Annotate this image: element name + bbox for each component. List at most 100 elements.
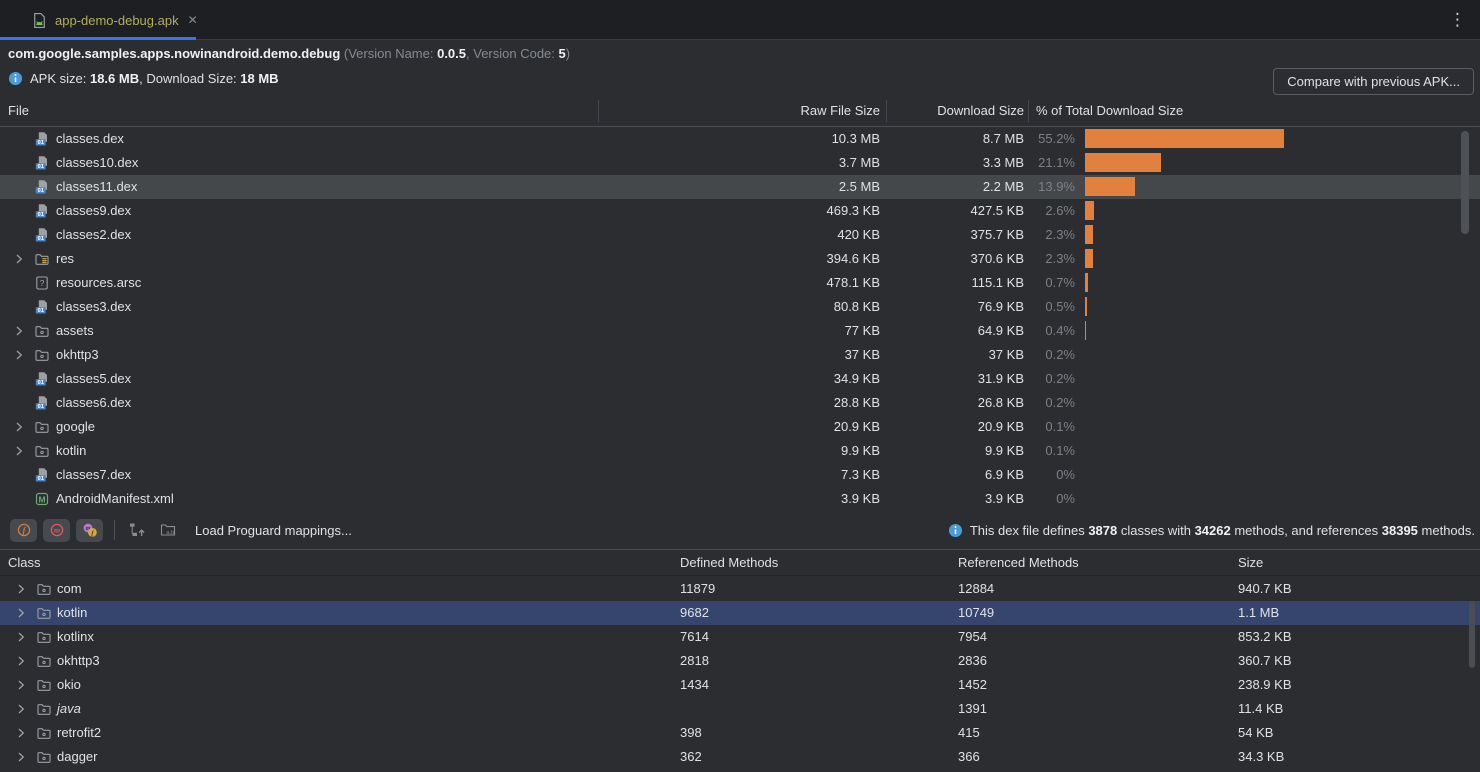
- raw-file-size-value: 80.8 KB: [833, 299, 880, 314]
- class-row-com[interactable]: com 11879 12884 940.7 KB: [0, 577, 1480, 601]
- defined-methods-value: 398: [680, 725, 702, 740]
- file-row-classes2.dex[interactable]: 01 classes2.dex 420 KB 375.7 KB 2.3%: [0, 223, 1480, 247]
- file-row-classes5.dex[interactable]: 01 classes5.dex 34.9 KB 31.9 KB 0.2%: [0, 367, 1480, 391]
- package-folder-icon: [36, 653, 52, 669]
- download-size-value: 20.9 KB: [977, 419, 1024, 434]
- size-value: 238.9 KB: [1238, 677, 1292, 692]
- file-row-okhttp3[interactable]: okhttp3 37 KB 37 KB 0.2%: [0, 343, 1480, 367]
- classes-count: 3878: [1088, 522, 1118, 538]
- download-size-value: 115.1 KB: [971, 275, 1024, 290]
- methods-count: 34262: [1194, 522, 1231, 538]
- file-row-classes7.dex[interactable]: 01 classes7.dex 7.3 KB 6.9 KB 0%: [0, 463, 1480, 487]
- folder-icon: [34, 443, 50, 459]
- defined-methods-value: 7614: [680, 629, 709, 644]
- show-methods-toggle[interactable]: m: [43, 518, 70, 542]
- column-header-referenced-methods: Referenced Methods: [958, 555, 1079, 570]
- abbreviate-package-names-icon[interactable]: a.b: [155, 519, 181, 542]
- class-table-scrollbar[interactable]: [1469, 601, 1475, 668]
- class-row-kotlinx[interactable]: kotlinx 7614 7954 853.2 KB: [0, 625, 1480, 649]
- svg-text:f: f: [22, 525, 26, 535]
- defined-methods-value: 1434: [680, 677, 709, 692]
- class-name: kotlin: [57, 605, 88, 620]
- chevron-right-icon[interactable]: [11, 251, 27, 267]
- tab-apk-file[interactable]: app-demo-debug.apk ✕: [0, 0, 200, 40]
- chevron-right-icon[interactable]: [11, 419, 27, 435]
- file-row-AndroidManifest.xml[interactable]: M AndroidManifest.xml 3.9 KB 3.9 KB 0%: [0, 487, 1480, 511]
- chevron-right-icon[interactable]: [13, 605, 29, 621]
- dex-icon: 01: [34, 227, 50, 243]
- size-value: 940.7 KB: [1238, 581, 1292, 596]
- dex-icon: 01: [34, 467, 50, 483]
- chevron-right-icon[interactable]: [13, 701, 29, 717]
- svg-text:M: M: [38, 494, 45, 504]
- file-row-classes11.dex[interactable]: 01 classes11.dex 2.5 MB 2.2 MB 13.9%: [0, 175, 1480, 199]
- class-row-dagger[interactable]: dagger 362 366 34.3 KB: [0, 745, 1480, 769]
- svg-text:01: 01: [38, 404, 44, 410]
- class-name: com: [57, 581, 82, 596]
- tab-title: app-demo-debug.apk: [55, 12, 179, 28]
- file-name: classes11.dex: [56, 179, 138, 194]
- raw-file-size-value: 394.6 KB: [826, 251, 881, 266]
- file-row-resources.arsc[interactable]: ? resources.arsc 478.1 KB 115.1 KB 0.7%: [0, 271, 1480, 295]
- dex-icon: 01: [34, 371, 50, 387]
- show-fields-toggle[interactable]: f: [10, 518, 37, 542]
- class-row-java[interactable]: java 1391 11.4 KB: [0, 697, 1480, 721]
- chevron-right-icon[interactable]: [11, 347, 27, 363]
- expand-all-icon[interactable]: [124, 519, 150, 542]
- column-header-percent: % of Total Download Size: [1036, 103, 1184, 118]
- file-row-classes9.dex[interactable]: 01 classes9.dex 469.3 KB 427.5 KB 2.6%: [0, 199, 1480, 223]
- file-row-assets[interactable]: assets 77 KB 64.9 KB 0.4%: [0, 319, 1480, 343]
- package-folder-icon: [36, 677, 52, 693]
- close-icon[interactable]: ✕: [187, 13, 198, 27]
- size-value: 1.1 MB: [1238, 605, 1280, 620]
- class-row-okio[interactable]: okio 1434 1452 238.9 KB: [0, 673, 1480, 697]
- file-row-google[interactable]: google 20.9 KB 20.9 KB 0.1%: [0, 415, 1480, 439]
- chevron-right-icon[interactable]: [11, 443, 27, 459]
- chevron-right-icon[interactable]: [13, 725, 29, 741]
- file-row-kotlin[interactable]: kotlin 9.9 KB 9.9 KB 0.1%: [0, 439, 1480, 463]
- folder-icon: [34, 323, 50, 339]
- svg-text:01: 01: [38, 308, 44, 314]
- file-name: classes7.dex: [56, 467, 132, 482]
- file-table-scrollbar[interactable]: [1461, 131, 1469, 234]
- file-row-res[interactable]: res 394.6 KB 370.6 KB 2.3%: [0, 247, 1480, 271]
- class-row-retrofit2[interactable]: retrofit2 398 415 54 KB: [0, 721, 1480, 745]
- column-header-file: File: [8, 103, 29, 118]
- editor-tab-bar: app-demo-debug.apk ✕ ⋮: [0, 0, 1480, 40]
- raw-file-size-value: 478.1 KB: [826, 275, 881, 290]
- download-size-label: , Download Size:: [139, 70, 241, 86]
- file-row-classes6.dex[interactable]: 01 classes6.dex 28.8 KB 26.8 KB 0.2%: [0, 391, 1480, 415]
- toolbar-divider: [114, 520, 115, 540]
- chevron-right-icon[interactable]: [13, 677, 29, 693]
- chevron-right-icon[interactable]: [13, 749, 29, 765]
- download-size-value: 31.9 KB: [977, 371, 1024, 386]
- package-folder-icon: [36, 581, 52, 597]
- file-name: classes.dex: [56, 131, 124, 146]
- file-row-classes10.dex[interactable]: 01 classes10.dex 3.7 MB 3.3 MB 21.1%: [0, 151, 1480, 175]
- file-row-classes.dex[interactable]: 01 classes.dex 10.3 MB 8.7 MB 55.2%: [0, 127, 1480, 151]
- package-info-line: com.google.samples.apps.nowinandroid.dem…: [0, 41, 1480, 66]
- download-size-value: 37 KB: [988, 347, 1024, 362]
- file-row-classes3.dex[interactable]: 01 classes3.dex 80.8 KB 76.9 KB 0.5%: [0, 295, 1480, 319]
- download-percent-value: 0%: [1056, 491, 1075, 506]
- chevron-right-icon[interactable]: [11, 323, 27, 339]
- chevron-right-icon[interactable]: [13, 653, 29, 669]
- download-size-value: 64.9 KB: [977, 323, 1024, 338]
- chevron-right-icon[interactable]: [13, 629, 29, 645]
- load-proguard-mappings-button[interactable]: Load Proguard mappings...: [195, 522, 352, 538]
- active-tab-indicator: [0, 37, 196, 40]
- kebab-menu-icon[interactable]: ⋮: [1449, 10, 1466, 29]
- chevron-right-icon[interactable]: [13, 581, 29, 597]
- dex-icon: 01: [34, 155, 50, 171]
- raw-file-size-value: 3.9 KB: [840, 491, 880, 506]
- download-size-value: 9.9 KB: [984, 443, 1024, 458]
- file-name: AndroidManifest.xml: [56, 491, 174, 506]
- size-value: 34.3 KB: [1238, 749, 1285, 764]
- download-percent-bar: [1085, 321, 1087, 340]
- class-row-kotlin[interactable]: kotlin 9682 10749 1.1 MB: [0, 601, 1480, 625]
- compare-with-previous-apk-button[interactable]: Compare with previous APK...: [1273, 68, 1474, 95]
- download-percent-value: 13.9%: [1038, 179, 1075, 194]
- file-name: assets: [56, 323, 94, 338]
- class-row-okhttp3[interactable]: okhttp3 2818 2836 360.7 KB: [0, 649, 1480, 673]
